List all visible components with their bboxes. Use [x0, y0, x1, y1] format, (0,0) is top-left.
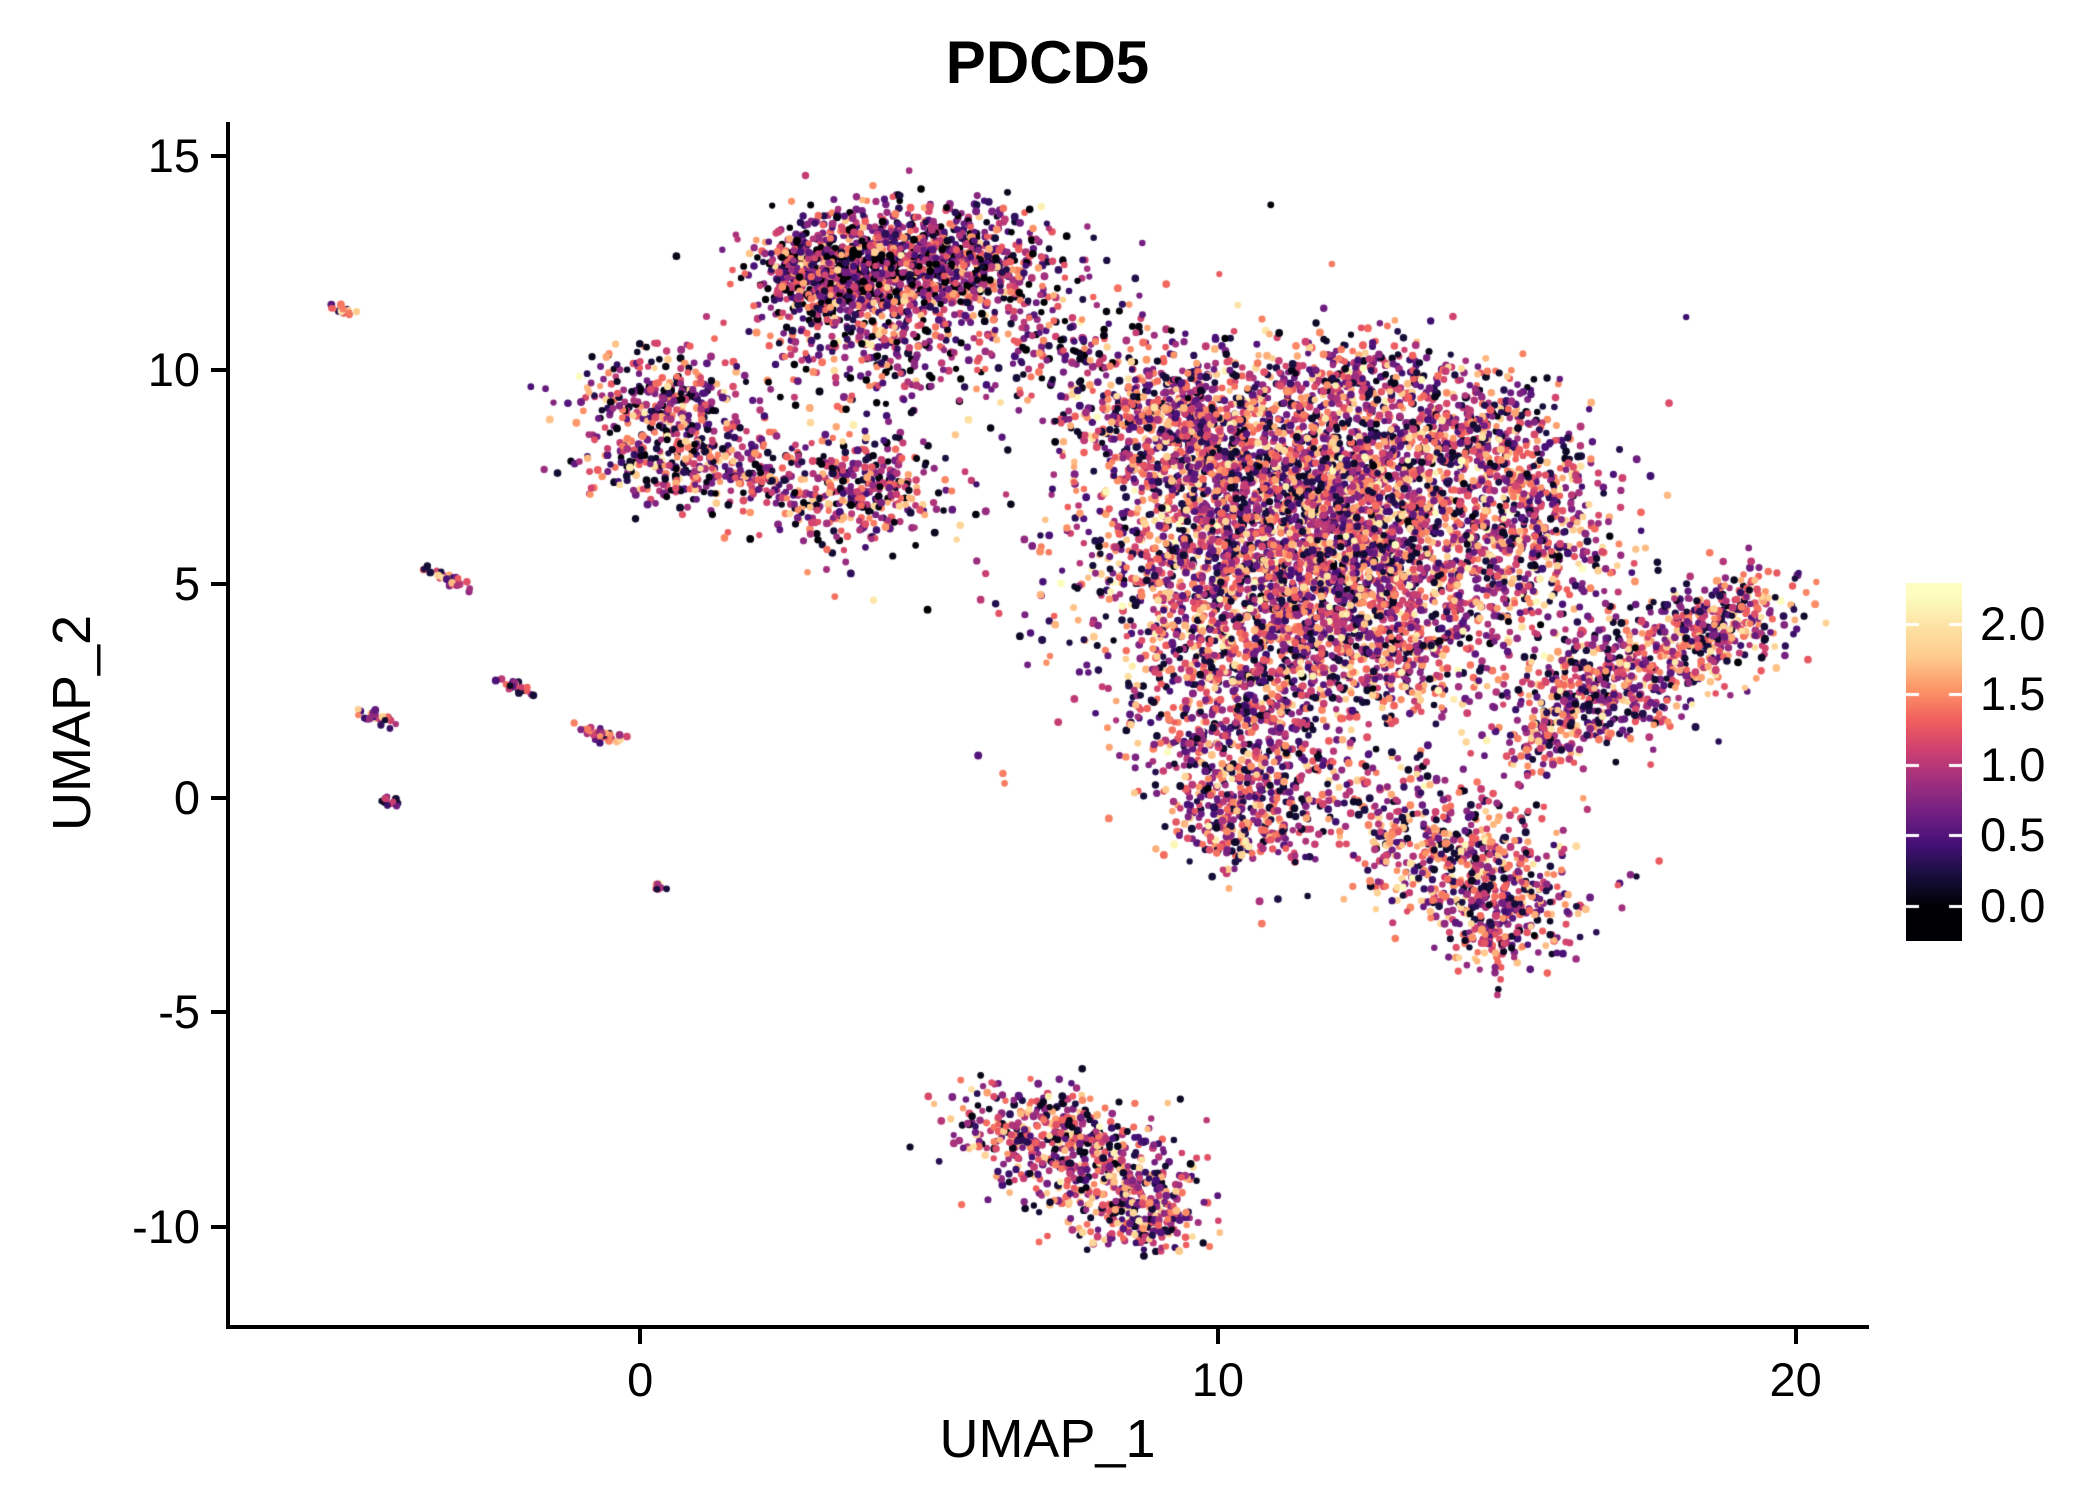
- y-tick-label: 15: [147, 129, 200, 183]
- x-axis-title: UMAP_1: [939, 1409, 1156, 1469]
- y-axis-title: UMAP_2: [42, 614, 102, 832]
- colorbar-tick-label: 0.5: [1980, 808, 2046, 862]
- y-tick-label: -5: [158, 985, 200, 1039]
- y-tick-mark: [211, 1224, 226, 1229]
- x-tick-mark: [1215, 1329, 1220, 1344]
- colorbar-tick-label: 1.5: [1980, 667, 2046, 721]
- colorbar-gradient: [1906, 583, 1962, 941]
- colorbar-tick-label: 2.0: [1980, 596, 2046, 650]
- y-tick-label: 0: [173, 771, 200, 825]
- colorbar-tick-label: 0.0: [1980, 878, 2046, 932]
- y-tick-mark: [211, 368, 226, 373]
- y-tick-label: -10: [132, 1199, 200, 1253]
- y-tick-mark: [211, 154, 226, 159]
- x-tick-label: 10: [1191, 1353, 1245, 1406]
- x-axis-line: [226, 1325, 1869, 1329]
- x-tick-label: 20: [1769, 1353, 1822, 1406]
- y-tick-label: 5: [173, 557, 200, 611]
- y-axis-line: [226, 122, 230, 1329]
- y-tick-label: 10: [147, 343, 200, 397]
- y-tick-mark: [211, 1010, 226, 1015]
- x-tick-label: 0: [627, 1353, 654, 1406]
- x-tick-mark: [638, 1329, 643, 1344]
- colorbar-tick-label: 1.0: [1980, 737, 2046, 791]
- x-tick-mark: [1793, 1329, 1798, 1344]
- y-tick-mark: [211, 582, 226, 587]
- y-tick-mark: [211, 796, 226, 801]
- colorbar-legend: 2.0 1.5 1.0 0.5 0.0: [1906, 583, 2045, 941]
- plot-title: PDCD5: [945, 29, 1150, 96]
